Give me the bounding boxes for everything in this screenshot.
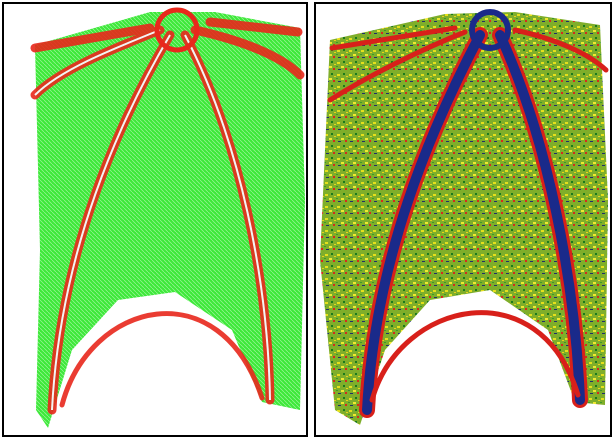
page: {} html, body { margin: 0; padding: 0; b… bbox=[0, 0, 613, 439]
body: (() => { const data = JSON.parse(documen… bbox=[0, 0, 613, 439]
point-cloud-comparison bbox=[0, 0, 613, 439]
